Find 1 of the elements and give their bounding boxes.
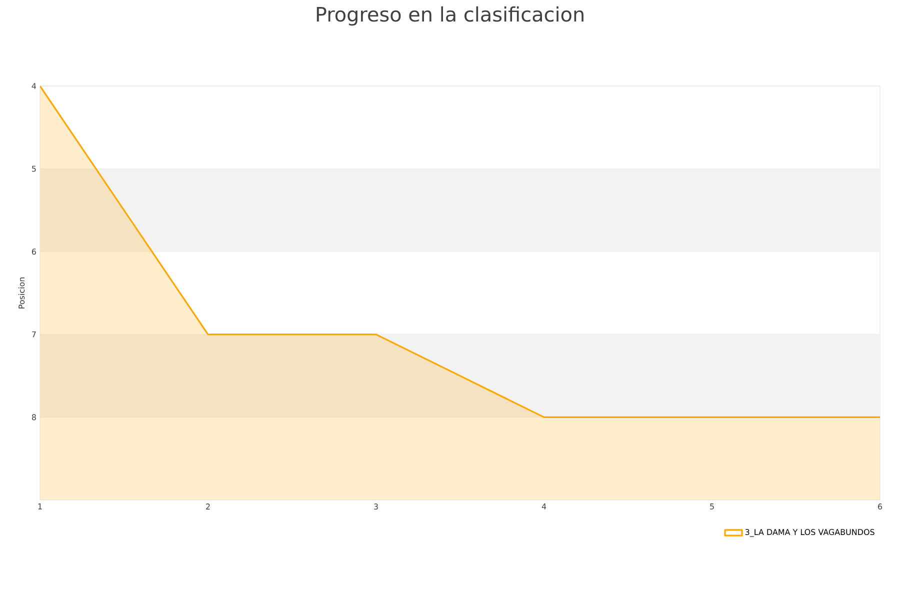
chart-title: Progreso en la clasificacion [316,6,584,26]
